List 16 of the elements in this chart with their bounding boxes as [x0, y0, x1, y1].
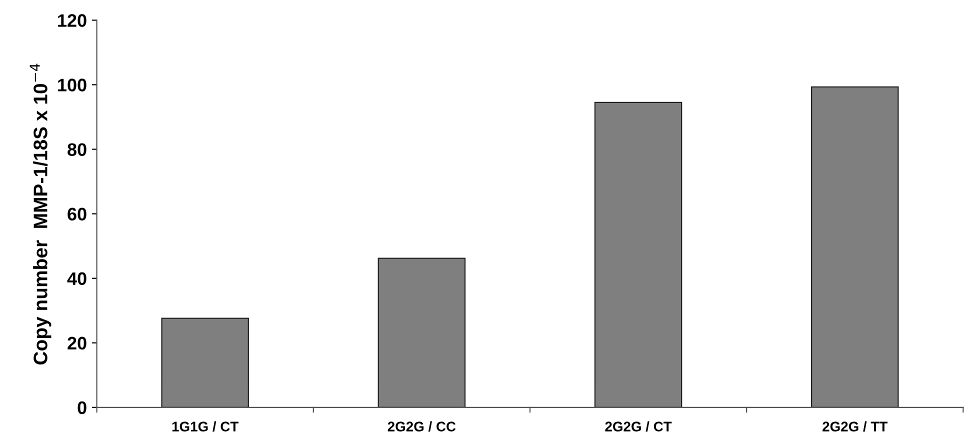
x-tick-label: 2G2G / CC [388, 421, 456, 432]
x-tick-label: 1G1G / CT [172, 421, 239, 432]
y-tick-label: 20 [68, 336, 86, 350]
y-tick-label: 0 [78, 401, 86, 414]
x-tick-label: 2G2G / CT [605, 421, 672, 432]
x-tick-label: 2G2G / TT [822, 421, 888, 432]
y-tick-label: 120 [58, 14, 86, 27]
bar [161, 318, 249, 408]
y-tick-label: 80 [68, 143, 86, 156]
bar [594, 102, 682, 408]
y-axis-title: Copy number MMP-1/18S x 10$^{−4}$ [30, 64, 52, 364]
y-tick-label: 40 [67, 272, 86, 286]
y-tick-label: 100 [58, 78, 86, 92]
y-tick-label: 60 [68, 208, 86, 221]
bar [810, 86, 899, 408]
bar [378, 258, 466, 408]
